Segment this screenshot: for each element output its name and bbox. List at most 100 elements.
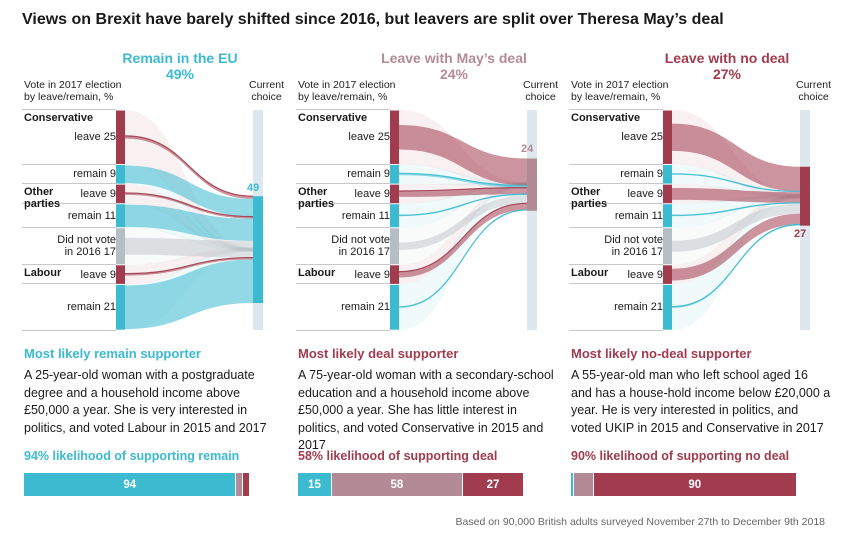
flow-band xyxy=(125,135,253,199)
flow-edge xyxy=(671,202,801,216)
flow-band xyxy=(672,188,800,203)
party-group-label: Conservative xyxy=(571,112,641,124)
main-title: Views on Brexit have barely shifted sinc… xyxy=(22,11,724,28)
row-label: remain 9 xyxy=(73,168,116,181)
row-divider xyxy=(569,183,663,185)
row-divider xyxy=(22,263,116,265)
faint-flow xyxy=(125,184,253,252)
party-group-label: Other parties xyxy=(298,186,335,211)
row-divider xyxy=(22,202,116,204)
row-divider xyxy=(296,109,390,110)
party-group-label: Labour xyxy=(24,266,62,279)
source-bar xyxy=(663,284,672,330)
flow-edge xyxy=(398,187,528,192)
row-divider xyxy=(296,183,390,185)
panel-title-text: Leave with no deal xyxy=(664,50,790,66)
row-label: remain 21 xyxy=(341,301,390,314)
supporter-title: Most likely deal supporter xyxy=(298,346,459,361)
target-bar xyxy=(527,158,537,211)
row-divider xyxy=(22,330,116,332)
row-label: leave 9 xyxy=(627,187,663,200)
faint-flow xyxy=(672,194,800,228)
flow-band xyxy=(399,203,527,278)
flow-band xyxy=(672,123,800,192)
source-bar xyxy=(390,204,399,228)
likelihood-segment: 58 xyxy=(331,473,463,496)
likelihood-segment xyxy=(236,473,244,496)
source-bar xyxy=(116,184,125,204)
source-bar xyxy=(663,165,672,184)
row-label: remain 11 xyxy=(341,209,390,222)
likelihood-label: 94% likelihood of supporting remain xyxy=(24,449,240,463)
flow-edge xyxy=(398,202,528,273)
source-bar xyxy=(390,110,399,164)
row-divider xyxy=(296,330,390,332)
row-divider xyxy=(569,226,663,228)
flow-band xyxy=(399,187,527,197)
left-axis-header: Vote in 2017 election by leave/remain, % xyxy=(571,79,669,103)
flow-edge xyxy=(124,135,254,197)
faint-flow xyxy=(125,227,253,265)
flow-band xyxy=(399,195,527,250)
row-label: remain 21 xyxy=(614,301,663,314)
target-value-label: 49 xyxy=(247,182,260,195)
target-value-label: 27 xyxy=(794,227,807,240)
current-choice-header: Current choice xyxy=(522,79,558,103)
flow-band xyxy=(125,192,253,219)
row-label: leave 9 xyxy=(80,187,116,200)
current-choice-header: Current choice xyxy=(248,79,284,103)
row-label: remain 9 xyxy=(620,168,663,181)
flow-edge xyxy=(398,193,528,216)
row-label: remain 11 xyxy=(614,209,663,222)
row-label: leave 25 xyxy=(621,131,663,144)
row-label: leave 25 xyxy=(348,131,390,144)
party-group-label: Conservative xyxy=(298,112,368,124)
row-divider xyxy=(22,183,116,185)
current-choice-column xyxy=(527,110,537,331)
flow-edge xyxy=(124,256,254,275)
row-label: remain 21 xyxy=(67,301,116,314)
flow-band xyxy=(125,165,253,217)
row-label: remain 9 xyxy=(347,168,390,181)
flow-band xyxy=(125,257,253,276)
row-label: Did not vote in 2016 17 xyxy=(57,234,116,259)
target-bar xyxy=(800,166,810,226)
left-axis-header: Vote in 2017 election by leave/remain, % xyxy=(24,79,122,103)
supporter-description: A 55-year-old man who left school aged 1… xyxy=(571,368,831,435)
row-divider xyxy=(22,109,116,110)
row-divider xyxy=(296,226,390,228)
row-label: remain 11 xyxy=(67,209,116,222)
row-divider xyxy=(569,163,663,165)
row-divider xyxy=(569,109,663,110)
source-bar xyxy=(663,204,672,228)
supporter-description: A 75-year-old woman with a secondary-sch… xyxy=(298,368,554,452)
sankey-chart xyxy=(663,110,810,331)
source-bar xyxy=(116,110,125,164)
flow-edge xyxy=(398,172,528,187)
row-label: Did not vote in 2016 17 xyxy=(331,234,390,259)
row-divider xyxy=(22,283,116,285)
flow-band xyxy=(125,237,253,258)
likelihood-segment xyxy=(571,473,575,496)
faint-flow xyxy=(672,164,800,199)
party-group-label: Other parties xyxy=(571,186,608,211)
likelihood-segment: 15 xyxy=(298,473,332,496)
flow-band xyxy=(399,124,527,186)
party-group-label: Conservative xyxy=(24,112,94,124)
flow-band xyxy=(125,204,253,241)
source-bar xyxy=(390,184,399,204)
flow-edge xyxy=(398,209,528,308)
row-divider xyxy=(569,283,663,285)
supporter-description: A 25-year-old woman with a postgraduate … xyxy=(24,368,267,435)
flow-band xyxy=(125,259,253,330)
row-divider xyxy=(569,202,663,204)
row-divider xyxy=(569,263,663,265)
source-bar xyxy=(116,284,125,330)
sankey-chart xyxy=(390,110,537,331)
panel-title-text: Leave with May’s deal xyxy=(381,50,527,66)
row-label: leave 9 xyxy=(627,268,663,281)
flow-edge xyxy=(671,173,801,193)
likelihood-stacked-bar: 15 58 27 xyxy=(298,473,524,496)
row-divider xyxy=(22,163,116,165)
likelihood-segment: 27 xyxy=(462,473,524,496)
